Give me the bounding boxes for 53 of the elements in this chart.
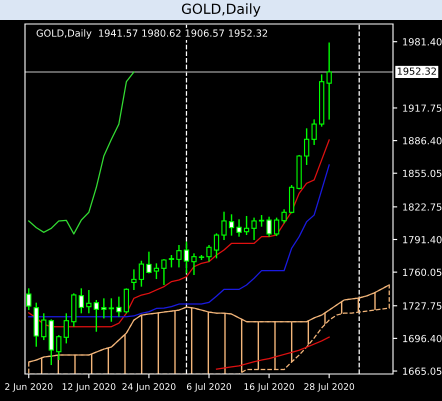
candlestick <box>131 268 137 291</box>
candlestick <box>116 296 122 318</box>
candlestick <box>311 118 317 146</box>
candlestick <box>161 258 167 286</box>
candlestick <box>176 244 182 268</box>
candlestick <box>94 299 100 332</box>
candlestick <box>251 216 257 241</box>
y-tick-label: 1981.40 <box>403 38 442 46</box>
candlestick <box>78 288 84 314</box>
candlestick <box>221 211 227 241</box>
ref-line-label: 1952.32 <box>398 67 436 75</box>
line-series <box>28 164 330 318</box>
line-series <box>216 336 330 370</box>
candlestick <box>168 254 174 268</box>
candlestick <box>228 214 234 236</box>
y-tick-label: 1665.05 <box>403 368 442 375</box>
candlestick <box>138 260 144 288</box>
x-tick-label: 16 Jul 2020 <box>244 383 294 392</box>
y-tick-label: 1917.75 <box>403 104 442 112</box>
x-tick-label: 6 Jul 2020 <box>186 383 232 392</box>
candlestick <box>124 288 130 314</box>
candlestick <box>258 214 264 228</box>
candlestick <box>304 128 310 166</box>
candlestick <box>266 216 272 238</box>
y-tick-label: 1696.40 <box>403 334 442 342</box>
candlestick <box>64 312 69 344</box>
y-tick-label: 1760.05 <box>403 268 442 276</box>
x-tick-label: 24 Jun 2020 <box>122 383 176 392</box>
candlestick <box>41 312 46 341</box>
y-tick-label: 1791.40 <box>403 236 442 244</box>
candlestick <box>86 289 92 314</box>
line-series <box>28 71 135 235</box>
candlestick <box>108 298 114 322</box>
candlestick <box>101 298 107 320</box>
candlestick <box>146 250 152 274</box>
candlestick <box>274 216 280 237</box>
y-tick-label: 1886.40 <box>403 137 442 144</box>
candlestick <box>326 42 332 120</box>
candlestick <box>281 208 287 224</box>
annotation: GOLD,Daily 1941.57 1980.62 1906.57 1952.32 <box>36 29 268 39</box>
chart-title: GOLD,Daily <box>182 3 260 17</box>
x-tick-label: 28 Jul 2020 <box>304 383 354 392</box>
candlestick <box>154 262 160 280</box>
y-tick-label: 1822.75 <box>403 203 442 211</box>
y-tick-label: 1855.05 <box>403 170 442 178</box>
x-tick-label: 2 Jun 2020 <box>5 383 52 392</box>
candlestick <box>236 218 242 238</box>
candlestick <box>191 252 197 276</box>
y-tick-label: 1727.75 <box>403 302 442 310</box>
x-tick-label: 12 Jun 2020 <box>62 383 116 392</box>
candlestick <box>206 244 212 262</box>
candlestick <box>56 334 62 361</box>
candlestick <box>214 232 220 260</box>
